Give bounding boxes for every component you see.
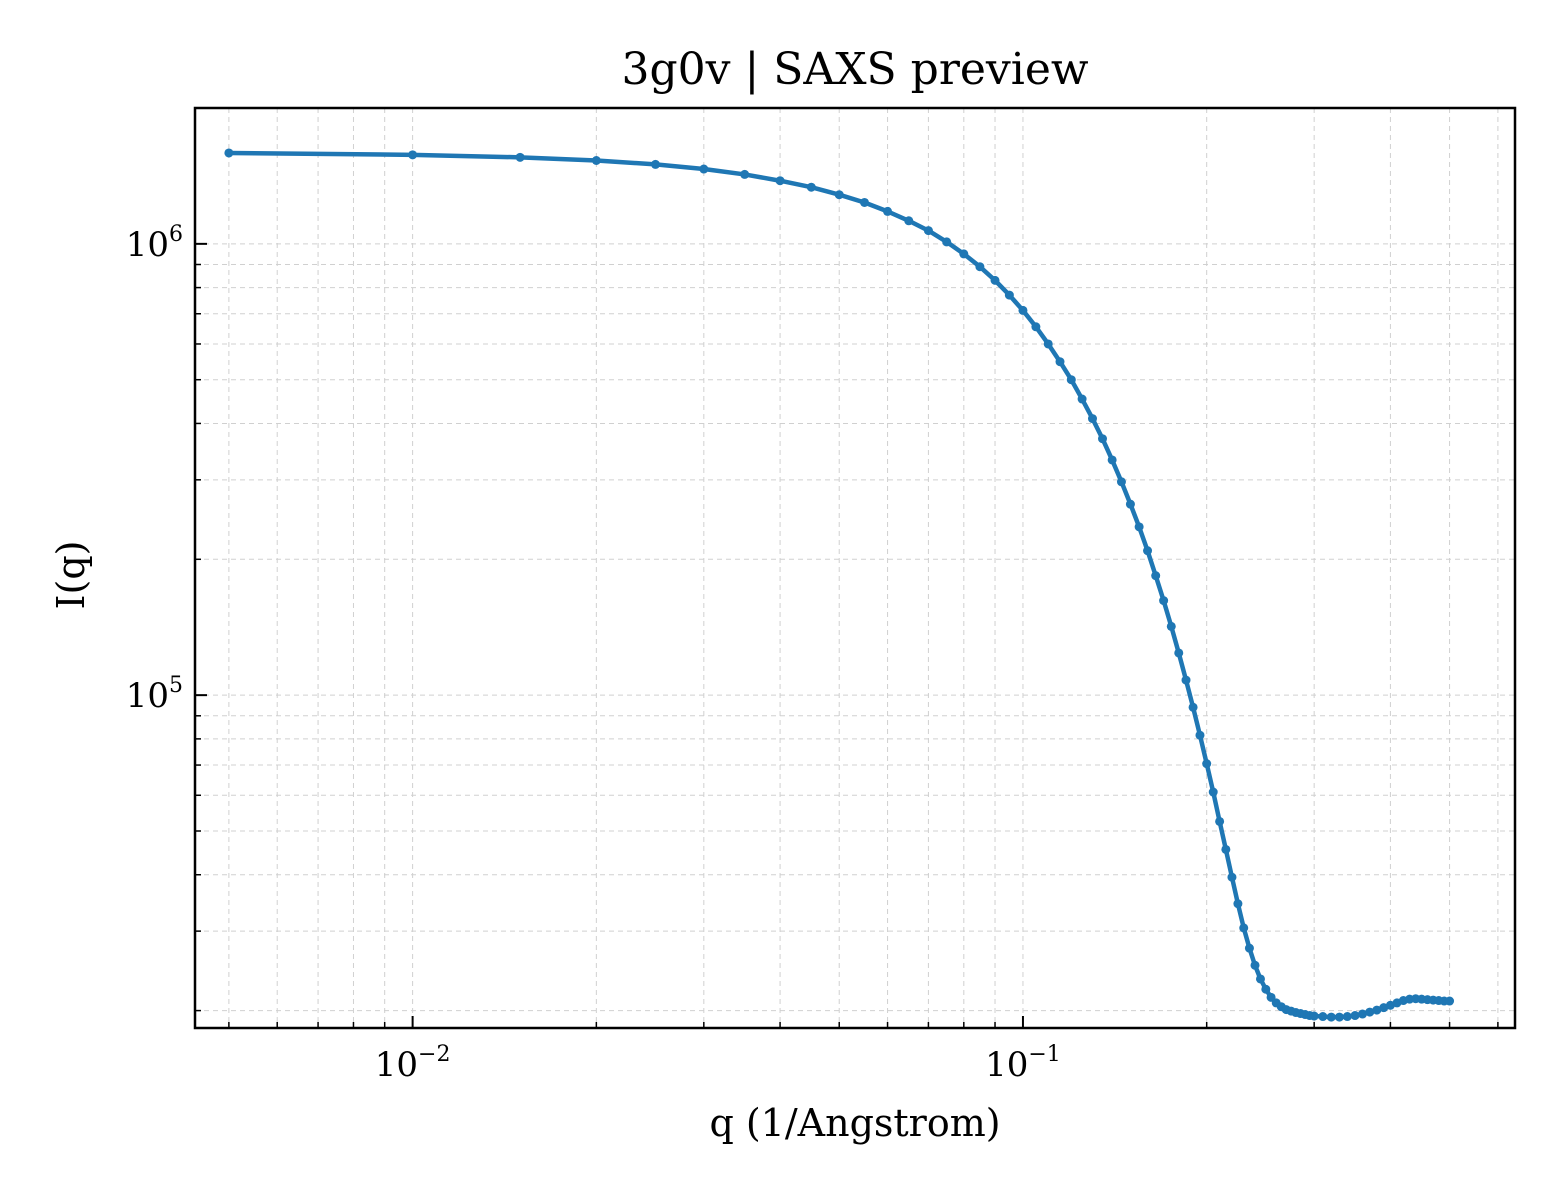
y-tick-label: 105 — [126, 673, 183, 716]
data-point — [1215, 816, 1225, 826]
grid-lines — [195, 107, 1515, 1028]
data-point — [1239, 923, 1249, 933]
data-point — [591, 156, 601, 166]
data-point — [1334, 1012, 1344, 1022]
data-point — [942, 237, 952, 247]
data-point — [1066, 375, 1076, 385]
data-point — [1166, 621, 1176, 631]
data-point — [740, 169, 750, 179]
x-axis-ticks: 10−2 10−1 — [228, 1016, 1499, 1085]
data-point — [1181, 675, 1191, 685]
data-point — [1309, 1011, 1319, 1021]
data-point — [1077, 394, 1087, 404]
data-point — [1004, 290, 1014, 300]
data-point — [1202, 759, 1212, 769]
data-point — [1151, 571, 1161, 581]
data-point — [859, 197, 869, 207]
data-point — [1357, 1009, 1367, 1019]
data-point — [1326, 1012, 1336, 1022]
data-point — [1365, 1007, 1375, 1017]
y-axis-label: I(q) — [49, 541, 93, 610]
data-point — [650, 159, 660, 169]
data-point — [224, 148, 234, 158]
chart-title: 3g0v | SAXS preview — [621, 44, 1088, 95]
y-axis-ticks: 105 106 — [126, 107, 207, 1012]
data-point — [1098, 434, 1108, 444]
x-tick-label: 10−2 — [375, 1042, 451, 1085]
data-point — [1055, 357, 1065, 367]
data-point — [1159, 596, 1169, 606]
data-point — [1188, 702, 1198, 712]
data-point — [1143, 546, 1153, 556]
data-point — [1227, 872, 1237, 882]
data-point — [1445, 996, 1455, 1006]
data-point — [883, 206, 893, 216]
data-point — [1350, 1011, 1360, 1021]
data-point — [1195, 730, 1205, 740]
data-point — [1250, 960, 1260, 970]
data-point — [1372, 1005, 1382, 1015]
data-point — [990, 275, 1000, 285]
data-point — [806, 182, 816, 192]
data-point — [1125, 499, 1135, 509]
x-tick-label: 10−1 — [985, 1042, 1061, 1085]
data-point — [1174, 648, 1184, 658]
data-point — [1134, 522, 1144, 532]
data-point — [923, 226, 933, 236]
data-point — [1208, 787, 1218, 797]
data-point — [1018, 305, 1028, 315]
data-point — [1088, 414, 1097, 424]
series-layer — [224, 148, 1455, 1022]
data-point — [1342, 1012, 1352, 1022]
plot-frame — [193, 106, 1517, 1030]
data-point — [1244, 943, 1254, 953]
data-point — [1043, 339, 1053, 349]
data-point — [1318, 1012, 1328, 1022]
data-point — [699, 164, 709, 174]
data-point — [1255, 974, 1265, 984]
data-point — [959, 249, 969, 259]
data-point — [775, 176, 785, 186]
y-tick-label: 106 — [126, 222, 183, 265]
data-point — [515, 152, 525, 162]
data-point — [1116, 477, 1126, 487]
data-point — [408, 150, 418, 160]
x-axis-label: q (1/Angstrom) — [709, 1101, 1000, 1145]
data-point — [904, 216, 914, 226]
data-point — [1261, 984, 1271, 994]
data-point — [1031, 322, 1041, 332]
data-point — [975, 262, 985, 272]
data-point — [1107, 455, 1117, 465]
data-point — [1233, 899, 1243, 909]
data-point — [834, 190, 844, 200]
data-point — [1221, 844, 1231, 854]
